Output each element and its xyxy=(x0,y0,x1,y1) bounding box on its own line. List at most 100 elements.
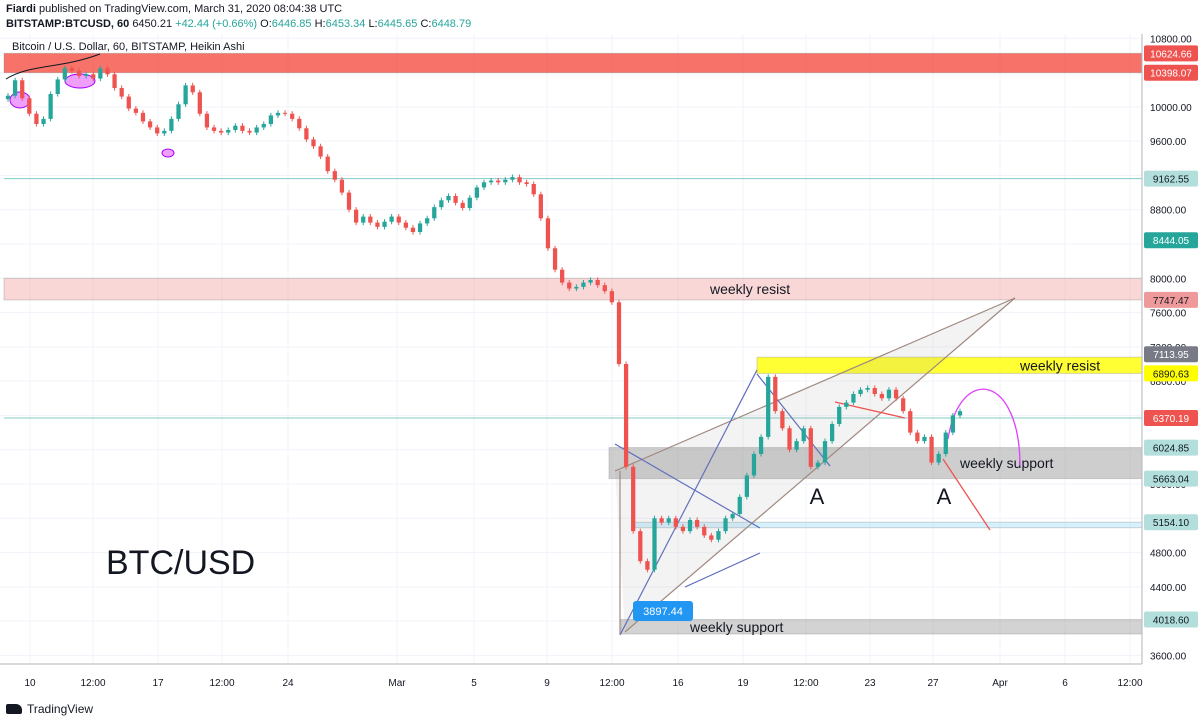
candle-body xyxy=(176,104,181,119)
x-tick-label: 27 xyxy=(927,678,939,689)
candle-body xyxy=(957,411,963,416)
time-axis[interactable] xyxy=(0,664,1142,698)
price-label-text: 9162.55 xyxy=(1153,175,1190,186)
candle-body xyxy=(780,411,785,429)
price-label-box xyxy=(1144,64,1198,81)
candle-body xyxy=(879,394,884,399)
price-zone xyxy=(3,52,1143,74)
y-tick-label: 8800.00 xyxy=(1150,206,1187,217)
candle-body xyxy=(403,222,408,228)
candle-body xyxy=(27,98,32,114)
plot-background[interactable] xyxy=(0,34,1142,664)
y-tick-label: 4400.00 xyxy=(1150,583,1187,594)
x-tick-label: 24 xyxy=(282,678,294,689)
candle-body xyxy=(361,216,366,223)
candle-body xyxy=(446,196,451,201)
trend-line xyxy=(684,552,761,588)
price-label-text: 10398.07 xyxy=(1150,69,1192,80)
drawings xyxy=(5,53,1021,636)
candle-body xyxy=(190,85,195,93)
candle-body xyxy=(467,197,472,208)
x-tick-label: 9 xyxy=(544,678,550,689)
candle-body xyxy=(290,113,295,119)
price-chart[interactable]: weekly resist weekly resist weekly support… xyxy=(0,34,1200,698)
candle-body xyxy=(538,194,543,219)
candle-body xyxy=(758,436,764,454)
candle-body xyxy=(886,389,892,399)
price-label-box xyxy=(1144,470,1198,487)
x-tick-label: Mar xyxy=(388,678,406,689)
y-tick-label: 6800.00 xyxy=(1150,377,1187,388)
grid xyxy=(0,34,1142,664)
candle-body xyxy=(588,280,593,283)
candle-body xyxy=(410,227,416,232)
candle-body xyxy=(567,282,572,289)
y-tick-label: 8000.00 xyxy=(1150,274,1187,285)
y-tick-label: 3600.00 xyxy=(1150,651,1187,662)
candle-body xyxy=(20,80,25,99)
price-label-box xyxy=(1144,346,1198,363)
x-tick-label: 10 xyxy=(24,678,36,689)
candle-body xyxy=(922,436,927,442)
candle-body xyxy=(41,118,46,124)
y-tick-label: 4800.00 xyxy=(1150,549,1187,560)
candle-body xyxy=(261,124,266,128)
candle-body xyxy=(346,192,352,210)
candle-body xyxy=(872,388,877,394)
tradingview-logo[interactable]: TradingView xyxy=(6,702,93,716)
candle-body xyxy=(304,128,309,140)
price-label-text: 8444.05 xyxy=(1153,236,1190,247)
symbol-label[interactable]: BITSTAMP:BTCUSD, 60 xyxy=(6,18,130,30)
close-value: 6448.79 xyxy=(431,18,472,30)
candle-body xyxy=(12,80,18,96)
candle-body xyxy=(76,70,82,76)
candle-body xyxy=(297,118,302,129)
price-label-text: 7747.47 xyxy=(1153,296,1190,307)
candle-body xyxy=(69,68,75,71)
price-zone xyxy=(608,447,1143,480)
zone-label: weekly support xyxy=(959,455,1053,471)
open-value: 6446.85 xyxy=(271,18,312,30)
candle-body xyxy=(204,113,210,128)
y-tick-label: 10000.00 xyxy=(1150,103,1192,114)
candle-body xyxy=(737,496,742,514)
price-label-box xyxy=(1144,170,1198,187)
candle-body xyxy=(673,518,678,527)
candle-body xyxy=(808,428,813,467)
candle-body xyxy=(609,291,615,303)
candle-body xyxy=(488,180,494,183)
price-label-text: 6024.85 xyxy=(1153,444,1190,455)
x-axis-ticks: 10 12:00 17 12:00 24 Mar 5 9 12:00 16 19 12:00 23 27 A… xyxy=(24,678,1143,689)
price-label-box xyxy=(1144,514,1198,531)
candle-body xyxy=(936,454,941,463)
candle-body xyxy=(126,96,131,109)
x-tick-label: 23 xyxy=(864,678,876,689)
candle-body xyxy=(133,108,139,113)
trend-line xyxy=(619,369,758,636)
candle-body xyxy=(638,531,643,562)
candle-body xyxy=(55,79,60,94)
candle-body xyxy=(950,415,956,433)
price-label-box xyxy=(1144,291,1198,308)
footer: TradingView xyxy=(0,698,1200,723)
candle-body xyxy=(680,526,686,532)
candle-body xyxy=(929,436,934,463)
x-tick-label: 16 xyxy=(672,678,684,689)
candle-body xyxy=(84,74,89,76)
candle-body xyxy=(240,125,245,131)
low-value: 6445.65 xyxy=(377,18,418,30)
magenta-curve xyxy=(947,388,1021,467)
candle-body xyxy=(147,121,153,128)
price-label-box xyxy=(1144,439,1198,456)
candle-body xyxy=(943,432,948,454)
author-name[interactable]: Fiardi xyxy=(6,3,36,15)
candle-body xyxy=(552,248,558,270)
candle-body xyxy=(616,302,622,364)
change-value: +42.44 (+0.66%) xyxy=(175,18,258,30)
candle-body xyxy=(91,74,96,79)
arrow-curve xyxy=(5,53,101,80)
chart-header: Fiardi published on TradingView.com, Mar… xyxy=(0,0,1200,34)
candle-body xyxy=(98,68,103,79)
price-label-box xyxy=(1144,45,1198,62)
low-marker-label: 3897.44 xyxy=(643,606,683,618)
